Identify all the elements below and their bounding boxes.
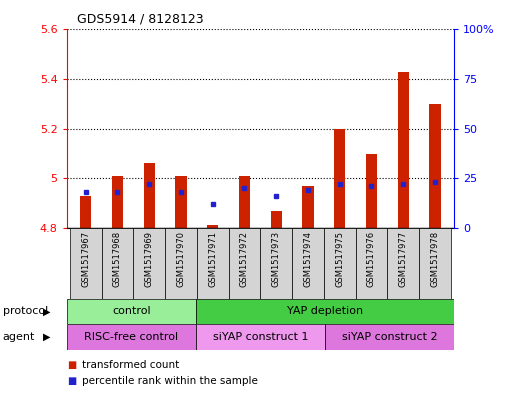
Bar: [133, 228, 165, 299]
Bar: [207, 226, 219, 228]
Bar: [196, 299, 454, 324]
Text: GSM1517972: GSM1517972: [240, 231, 249, 287]
Bar: [175, 176, 187, 228]
Text: ▶: ▶: [43, 332, 50, 342]
Bar: [67, 299, 196, 324]
Text: transformed count: transformed count: [82, 360, 180, 371]
Text: GSM1517973: GSM1517973: [272, 231, 281, 287]
Text: GSM1517977: GSM1517977: [399, 231, 408, 287]
Bar: [419, 228, 451, 299]
Bar: [334, 129, 345, 228]
Text: GDS5914 / 8128123: GDS5914 / 8128123: [77, 13, 204, 26]
Bar: [271, 211, 282, 228]
Bar: [165, 228, 197, 299]
Text: percentile rank within the sample: percentile rank within the sample: [82, 376, 258, 386]
Text: siYAP construct 1: siYAP construct 1: [212, 332, 308, 342]
Bar: [292, 228, 324, 299]
Text: GSM1517968: GSM1517968: [113, 231, 122, 287]
Text: RISC-free control: RISC-free control: [84, 332, 179, 342]
Text: protocol: protocol: [3, 307, 48, 316]
Text: YAP depletion: YAP depletion: [287, 307, 363, 316]
Bar: [366, 154, 377, 228]
Text: ■: ■: [67, 360, 76, 371]
Bar: [398, 72, 409, 228]
Text: siYAP construct 2: siYAP construct 2: [342, 332, 437, 342]
Bar: [387, 228, 419, 299]
Bar: [102, 228, 133, 299]
Bar: [302, 186, 313, 228]
Text: GSM1517971: GSM1517971: [208, 231, 217, 287]
Text: GSM1517969: GSM1517969: [145, 231, 154, 287]
Bar: [196, 324, 325, 350]
Bar: [144, 163, 155, 228]
Bar: [197, 228, 229, 299]
Bar: [112, 176, 123, 228]
Text: GSM1517967: GSM1517967: [81, 231, 90, 287]
Bar: [70, 228, 102, 299]
Bar: [324, 228, 356, 299]
Bar: [356, 228, 387, 299]
Bar: [67, 324, 196, 350]
Bar: [80, 196, 91, 228]
Text: GSM1517978: GSM1517978: [430, 231, 440, 287]
Text: ▶: ▶: [43, 307, 50, 316]
Bar: [229, 228, 261, 299]
Text: GSM1517974: GSM1517974: [304, 231, 312, 287]
Bar: [325, 324, 454, 350]
Bar: [429, 104, 441, 228]
Text: GSM1517976: GSM1517976: [367, 231, 376, 287]
Text: control: control: [112, 307, 150, 316]
Text: agent: agent: [3, 332, 35, 342]
Text: GSM1517970: GSM1517970: [176, 231, 186, 287]
Text: ■: ■: [67, 376, 76, 386]
Bar: [261, 228, 292, 299]
Bar: [239, 176, 250, 228]
Text: GSM1517975: GSM1517975: [335, 231, 344, 287]
